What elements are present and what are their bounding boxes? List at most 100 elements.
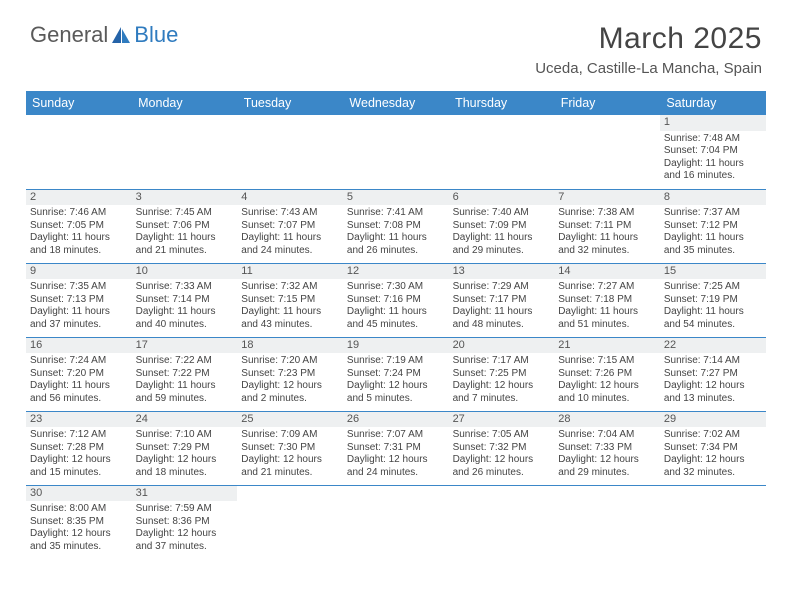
day-number: 6 xyxy=(449,190,555,206)
sunrise-text: Sunrise: 7:38 AM xyxy=(558,207,656,220)
day-number: 14 xyxy=(554,264,660,280)
sunset-text: Sunset: 7:19 PM xyxy=(664,294,762,307)
daylight-text: and 29 minutes. xyxy=(453,245,551,258)
calendar-cell: 19Sunrise: 7:19 AMSunset: 7:24 PMDayligh… xyxy=(343,337,449,411)
sunset-text: Sunset: 7:15 PM xyxy=(241,294,339,307)
weekday-header: Friday xyxy=(554,91,660,115)
calendar-table: SundayMondayTuesdayWednesdayThursdayFrid… xyxy=(26,91,766,559)
daylight-text: and 35 minutes. xyxy=(30,541,128,554)
calendar-cell: 1Sunrise: 7:48 AMSunset: 7:04 PMDaylight… xyxy=(660,115,766,189)
calendar-cell: 25Sunrise: 7:09 AMSunset: 7:30 PMDayligh… xyxy=(237,411,343,485)
calendar-week: 1Sunrise: 7:48 AMSunset: 7:04 PMDaylight… xyxy=(26,115,766,189)
day-number: 26 xyxy=(343,412,449,428)
day-number: 28 xyxy=(554,412,660,428)
daylight-text: Daylight: 11 hours xyxy=(30,232,128,245)
sunrise-text: Sunrise: 7:15 AM xyxy=(558,355,656,368)
sunset-text: Sunset: 7:27 PM xyxy=(664,368,762,381)
sunrise-text: Sunrise: 7:12 AM xyxy=(30,429,128,442)
sunset-text: Sunset: 7:05 PM xyxy=(30,220,128,233)
day-number: 13 xyxy=(449,264,555,280)
calendar-cell: 11Sunrise: 7:32 AMSunset: 7:15 PMDayligh… xyxy=(237,263,343,337)
daylight-text: Daylight: 12 hours xyxy=(347,454,445,467)
sunrise-text: Sunrise: 8:00 AM xyxy=(30,503,128,516)
day-number: 21 xyxy=(554,338,660,354)
daylight-text: and 16 minutes. xyxy=(664,170,762,183)
sunset-text: Sunset: 7:12 PM xyxy=(664,220,762,233)
daylight-text: Daylight: 11 hours xyxy=(558,306,656,319)
sunrise-text: Sunrise: 7:33 AM xyxy=(136,281,234,294)
sunset-text: Sunset: 7:14 PM xyxy=(136,294,234,307)
calendar-cell: 12Sunrise: 7:30 AMSunset: 7:16 PMDayligh… xyxy=(343,263,449,337)
sunrise-text: Sunrise: 7:09 AM xyxy=(241,429,339,442)
daylight-text: and 40 minutes. xyxy=(136,319,234,332)
day-number: 1 xyxy=(660,115,766,131)
weekday-header: Sunday xyxy=(26,91,132,115)
daylight-text: and 37 minutes. xyxy=(136,541,234,554)
sunset-text: Sunset: 7:28 PM xyxy=(30,442,128,455)
daylight-text: Daylight: 11 hours xyxy=(241,306,339,319)
sunrise-text: Sunrise: 7:04 AM xyxy=(558,429,656,442)
day-number: 31 xyxy=(132,486,238,502)
daylight-text: Daylight: 12 hours xyxy=(241,454,339,467)
calendar-cell: 17Sunrise: 7:22 AMSunset: 7:22 PMDayligh… xyxy=(132,337,238,411)
daylight-text: Daylight: 12 hours xyxy=(136,454,234,467)
daylight-text: and 21 minutes. xyxy=(241,467,339,480)
sunset-text: Sunset: 7:13 PM xyxy=(30,294,128,307)
calendar-cell: 15Sunrise: 7:25 AMSunset: 7:19 PMDayligh… xyxy=(660,263,766,337)
daylight-text: Daylight: 12 hours xyxy=(347,380,445,393)
sunset-text: Sunset: 7:11 PM xyxy=(558,220,656,233)
sunrise-text: Sunrise: 7:30 AM xyxy=(347,281,445,294)
daylight-text: Daylight: 11 hours xyxy=(241,232,339,245)
sunrise-text: Sunrise: 7:32 AM xyxy=(241,281,339,294)
sunrise-text: Sunrise: 7:59 AM xyxy=(136,503,234,516)
day-number: 27 xyxy=(449,412,555,428)
sunrise-text: Sunrise: 7:20 AM xyxy=(241,355,339,368)
calendar-cell: 13Sunrise: 7:29 AMSunset: 7:17 PMDayligh… xyxy=(449,263,555,337)
daylight-text: Daylight: 12 hours xyxy=(558,454,656,467)
weekday-header: Wednesday xyxy=(343,91,449,115)
sunset-text: Sunset: 7:16 PM xyxy=(347,294,445,307)
sunset-text: Sunset: 8:35 PM xyxy=(30,516,128,529)
logo-text-2: Blue xyxy=(134,22,178,48)
daylight-text: and 5 minutes. xyxy=(347,393,445,406)
sunset-text: Sunset: 7:30 PM xyxy=(241,442,339,455)
daylight-text: Daylight: 11 hours xyxy=(136,232,234,245)
calendar-cell: 31Sunrise: 7:59 AMSunset: 8:36 PMDayligh… xyxy=(132,485,238,559)
daylight-text: and 15 minutes. xyxy=(30,467,128,480)
daylight-text: and 32 minutes. xyxy=(664,467,762,480)
daylight-text: and 7 minutes. xyxy=(453,393,551,406)
day-number: 3 xyxy=(132,190,238,206)
sunrise-text: Sunrise: 7:17 AM xyxy=(453,355,551,368)
daylight-text: Daylight: 12 hours xyxy=(241,380,339,393)
sunset-text: Sunset: 7:33 PM xyxy=(558,442,656,455)
sunset-text: Sunset: 7:31 PM xyxy=(347,442,445,455)
calendar-cell: 3Sunrise: 7:45 AMSunset: 7:06 PMDaylight… xyxy=(132,189,238,263)
daylight-text: Daylight: 12 hours xyxy=(136,528,234,541)
daylight-text: Daylight: 12 hours xyxy=(664,454,762,467)
calendar-week: 2Sunrise: 7:46 AMSunset: 7:05 PMDaylight… xyxy=(26,189,766,263)
sunrise-text: Sunrise: 7:05 AM xyxy=(453,429,551,442)
sunrise-text: Sunrise: 7:10 AM xyxy=(136,429,234,442)
day-number: 9 xyxy=(26,264,132,280)
calendar-cell xyxy=(660,485,766,559)
day-number: 30 xyxy=(26,486,132,502)
day-number: 18 xyxy=(237,338,343,354)
sunrise-text: Sunrise: 7:48 AM xyxy=(664,133,762,146)
daylight-text: and 29 minutes. xyxy=(558,467,656,480)
day-number: 2 xyxy=(26,190,132,206)
calendar-cell: 26Sunrise: 7:07 AMSunset: 7:31 PMDayligh… xyxy=(343,411,449,485)
sunrise-text: Sunrise: 7:24 AM xyxy=(30,355,128,368)
day-number: 16 xyxy=(26,338,132,354)
daylight-text: Daylight: 12 hours xyxy=(453,380,551,393)
calendar-week: 9Sunrise: 7:35 AMSunset: 7:13 PMDaylight… xyxy=(26,263,766,337)
daylight-text: Daylight: 11 hours xyxy=(136,380,234,393)
calendar-cell xyxy=(554,115,660,189)
sunrise-text: Sunrise: 7:19 AM xyxy=(347,355,445,368)
sunrise-text: Sunrise: 7:25 AM xyxy=(664,281,762,294)
calendar-cell xyxy=(343,115,449,189)
sunset-text: Sunset: 7:20 PM xyxy=(30,368,128,381)
sunrise-text: Sunrise: 7:29 AM xyxy=(453,281,551,294)
weekday-header: Thursday xyxy=(449,91,555,115)
sunset-text: Sunset: 7:18 PM xyxy=(558,294,656,307)
calendar-cell: 21Sunrise: 7:15 AMSunset: 7:26 PMDayligh… xyxy=(554,337,660,411)
